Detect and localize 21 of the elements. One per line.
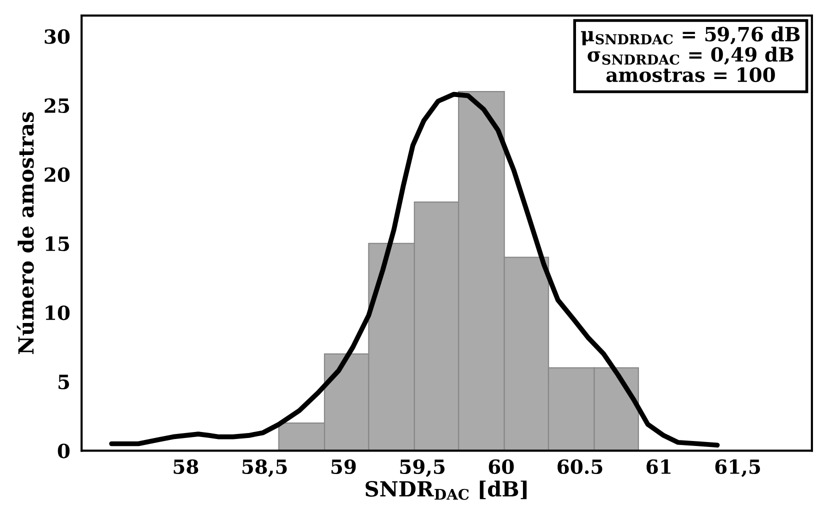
x-tick-label: 61 — [646, 459, 671, 474]
annotation: σ$_{SNDRDAC}$ = 0,49 dB — [588, 46, 794, 65]
y-tick-label: 0 — [58, 444, 70, 458]
x-tick-label: 58,5 — [242, 459, 287, 477]
y-tick-label: 15 — [46, 236, 70, 252]
y-axis-title: Número de amostras — [16, 112, 34, 354]
x-tick-label: 61,5 — [715, 459, 760, 477]
line-series — [109, 92, 720, 448]
y-tick-label: 5 — [58, 374, 70, 390]
annotation: μ$_{SNDRDAC}$ = 59,76 dB — [581, 26, 800, 46]
x-tick-label: 59,5 — [400, 459, 445, 477]
y-tick-label: 25 — [44, 98, 70, 113]
x-axis-title: SNDR$_{DAC}$ [dB] — [366, 480, 527, 500]
annotation: amostras = 100 — [606, 67, 775, 82]
y-tick-label: 30 — [44, 29, 70, 44]
x-tick-label: 60 — [488, 459, 514, 474]
y-tick-label: 20 — [44, 167, 70, 182]
x-tick-label: 58 — [174, 459, 198, 474]
y-tick-label: 10 — [46, 305, 70, 320]
x-tick-label: 60.5 — [558, 459, 602, 474]
x-tick-label: 59 — [332, 459, 356, 474]
